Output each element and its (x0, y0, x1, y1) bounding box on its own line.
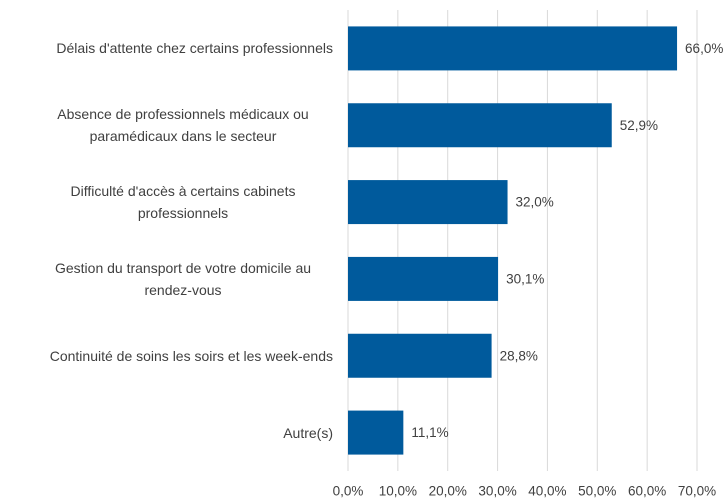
category-label-box: Gestion du transport de votre domicile a… (0, 257, 333, 301)
x-tick-label: 70,0% (678, 484, 716, 499)
value-label: 11,1% (411, 425, 448, 440)
bar (348, 333, 492, 378)
bar (348, 103, 612, 148)
x-tick-label: 20,0% (429, 484, 467, 499)
x-tick-label: 0,0% (333, 484, 364, 499)
value-label: 52,9% (620, 118, 658, 133)
y-tick-label: Difficulté d'accès à certains cabinets p… (70, 183, 296, 222)
y-tick-label: Délais d'attente chez certains professio… (56, 40, 333, 57)
bar (348, 26, 678, 71)
x-tick-label: 10,0% (379, 484, 417, 499)
bar (348, 256, 499, 301)
x-tick-label: 30,0% (478, 484, 516, 499)
category-label-box: Difficulté d'accès à certains cabinets p… (0, 180, 333, 224)
value-label: 32,0% (516, 195, 554, 210)
value-label: 28,8% (500, 348, 538, 363)
value-label: 66,0% (685, 41, 723, 56)
category-label-box: Autre(s) (0, 422, 333, 444)
category-label-box: Continuité de soins les soirs et les wee… (0, 345, 333, 367)
y-tick-label: Autre(s) (283, 424, 333, 441)
value-label: 30,1% (506, 271, 544, 286)
bar (348, 410, 404, 455)
x-tick-label: 40,0% (528, 484, 566, 499)
category-label-box: Délais d'attente chez certains professio… (0, 37, 333, 59)
category-label-box: Absence de professionnels médicaux ou pa… (0, 103, 333, 147)
y-tick-label: Gestion du transport de votre domicile a… (54, 259, 312, 298)
x-tick-label: 50,0% (578, 484, 616, 499)
y-tick-label: Absence de professionnels médicaux ou pa… (57, 106, 309, 145)
y-tick-label: Continuité de soins les soirs et les wee… (49, 347, 333, 364)
x-tick-label: 60,0% (628, 484, 666, 499)
bar (348, 180, 508, 225)
